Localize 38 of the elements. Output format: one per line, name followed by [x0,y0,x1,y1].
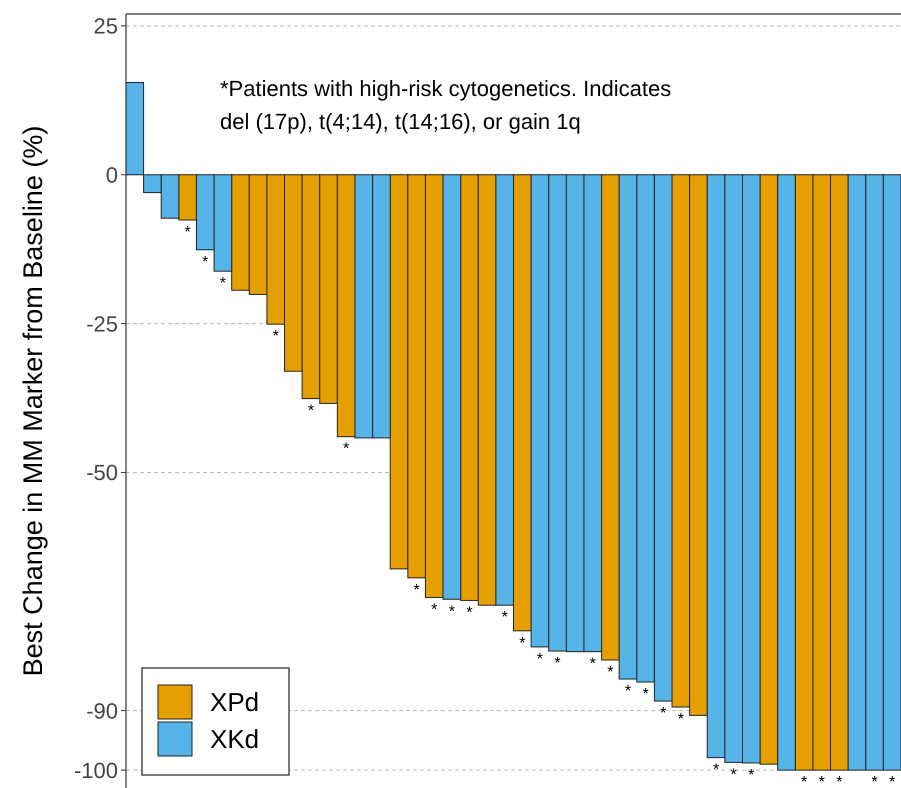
data-label: * [502,609,508,626]
annotation: *Patients with high-risk cytogenetics. Indicates del (17p), t(4;14), t(14;16), or gain 1q [220,76,672,134]
data-label: * [519,634,526,652]
data-label: * [818,774,825,788]
y-axis-title: Best Change in MM Marker from Baseline (%) [18,126,48,676]
data-label: * [712,762,720,779]
data-label: * [660,705,666,722]
data-label: * [220,275,226,292]
y-tick-label: -50 [86,460,118,486]
legend-label: XPd [210,687,260,718]
legend-label: XKd [210,724,260,754]
data-label: * [414,582,420,599]
data-label: * [536,650,544,668]
data-label: * [272,328,279,346]
data-label: * [801,774,808,788]
data-label: * [308,402,314,420]
data-label: * [554,655,561,672]
data-label: * [607,664,614,681]
y-tick-label: -100 [74,758,118,783]
data-label: * [624,683,632,700]
data-label: * [184,224,191,242]
data-label: * [678,711,684,728]
y-tick-label: 25 [94,14,118,39]
data-label: * [642,686,649,704]
y-tick-label: -90 [86,698,118,724]
data-label: * [836,774,842,788]
data-label: * [590,656,596,673]
data-label: * [448,603,455,620]
data-label: * [730,766,737,784]
data-label: * [202,254,208,271]
data-label: * [871,774,878,788]
y-tick-label: -25 [86,311,118,336]
y-tick-label: 0 [106,162,118,188]
data-label: * [343,440,350,458]
data-label: * [431,601,438,618]
data-label: * [748,766,754,784]
data-label: * [889,774,896,788]
data-label: * [466,604,473,622]
